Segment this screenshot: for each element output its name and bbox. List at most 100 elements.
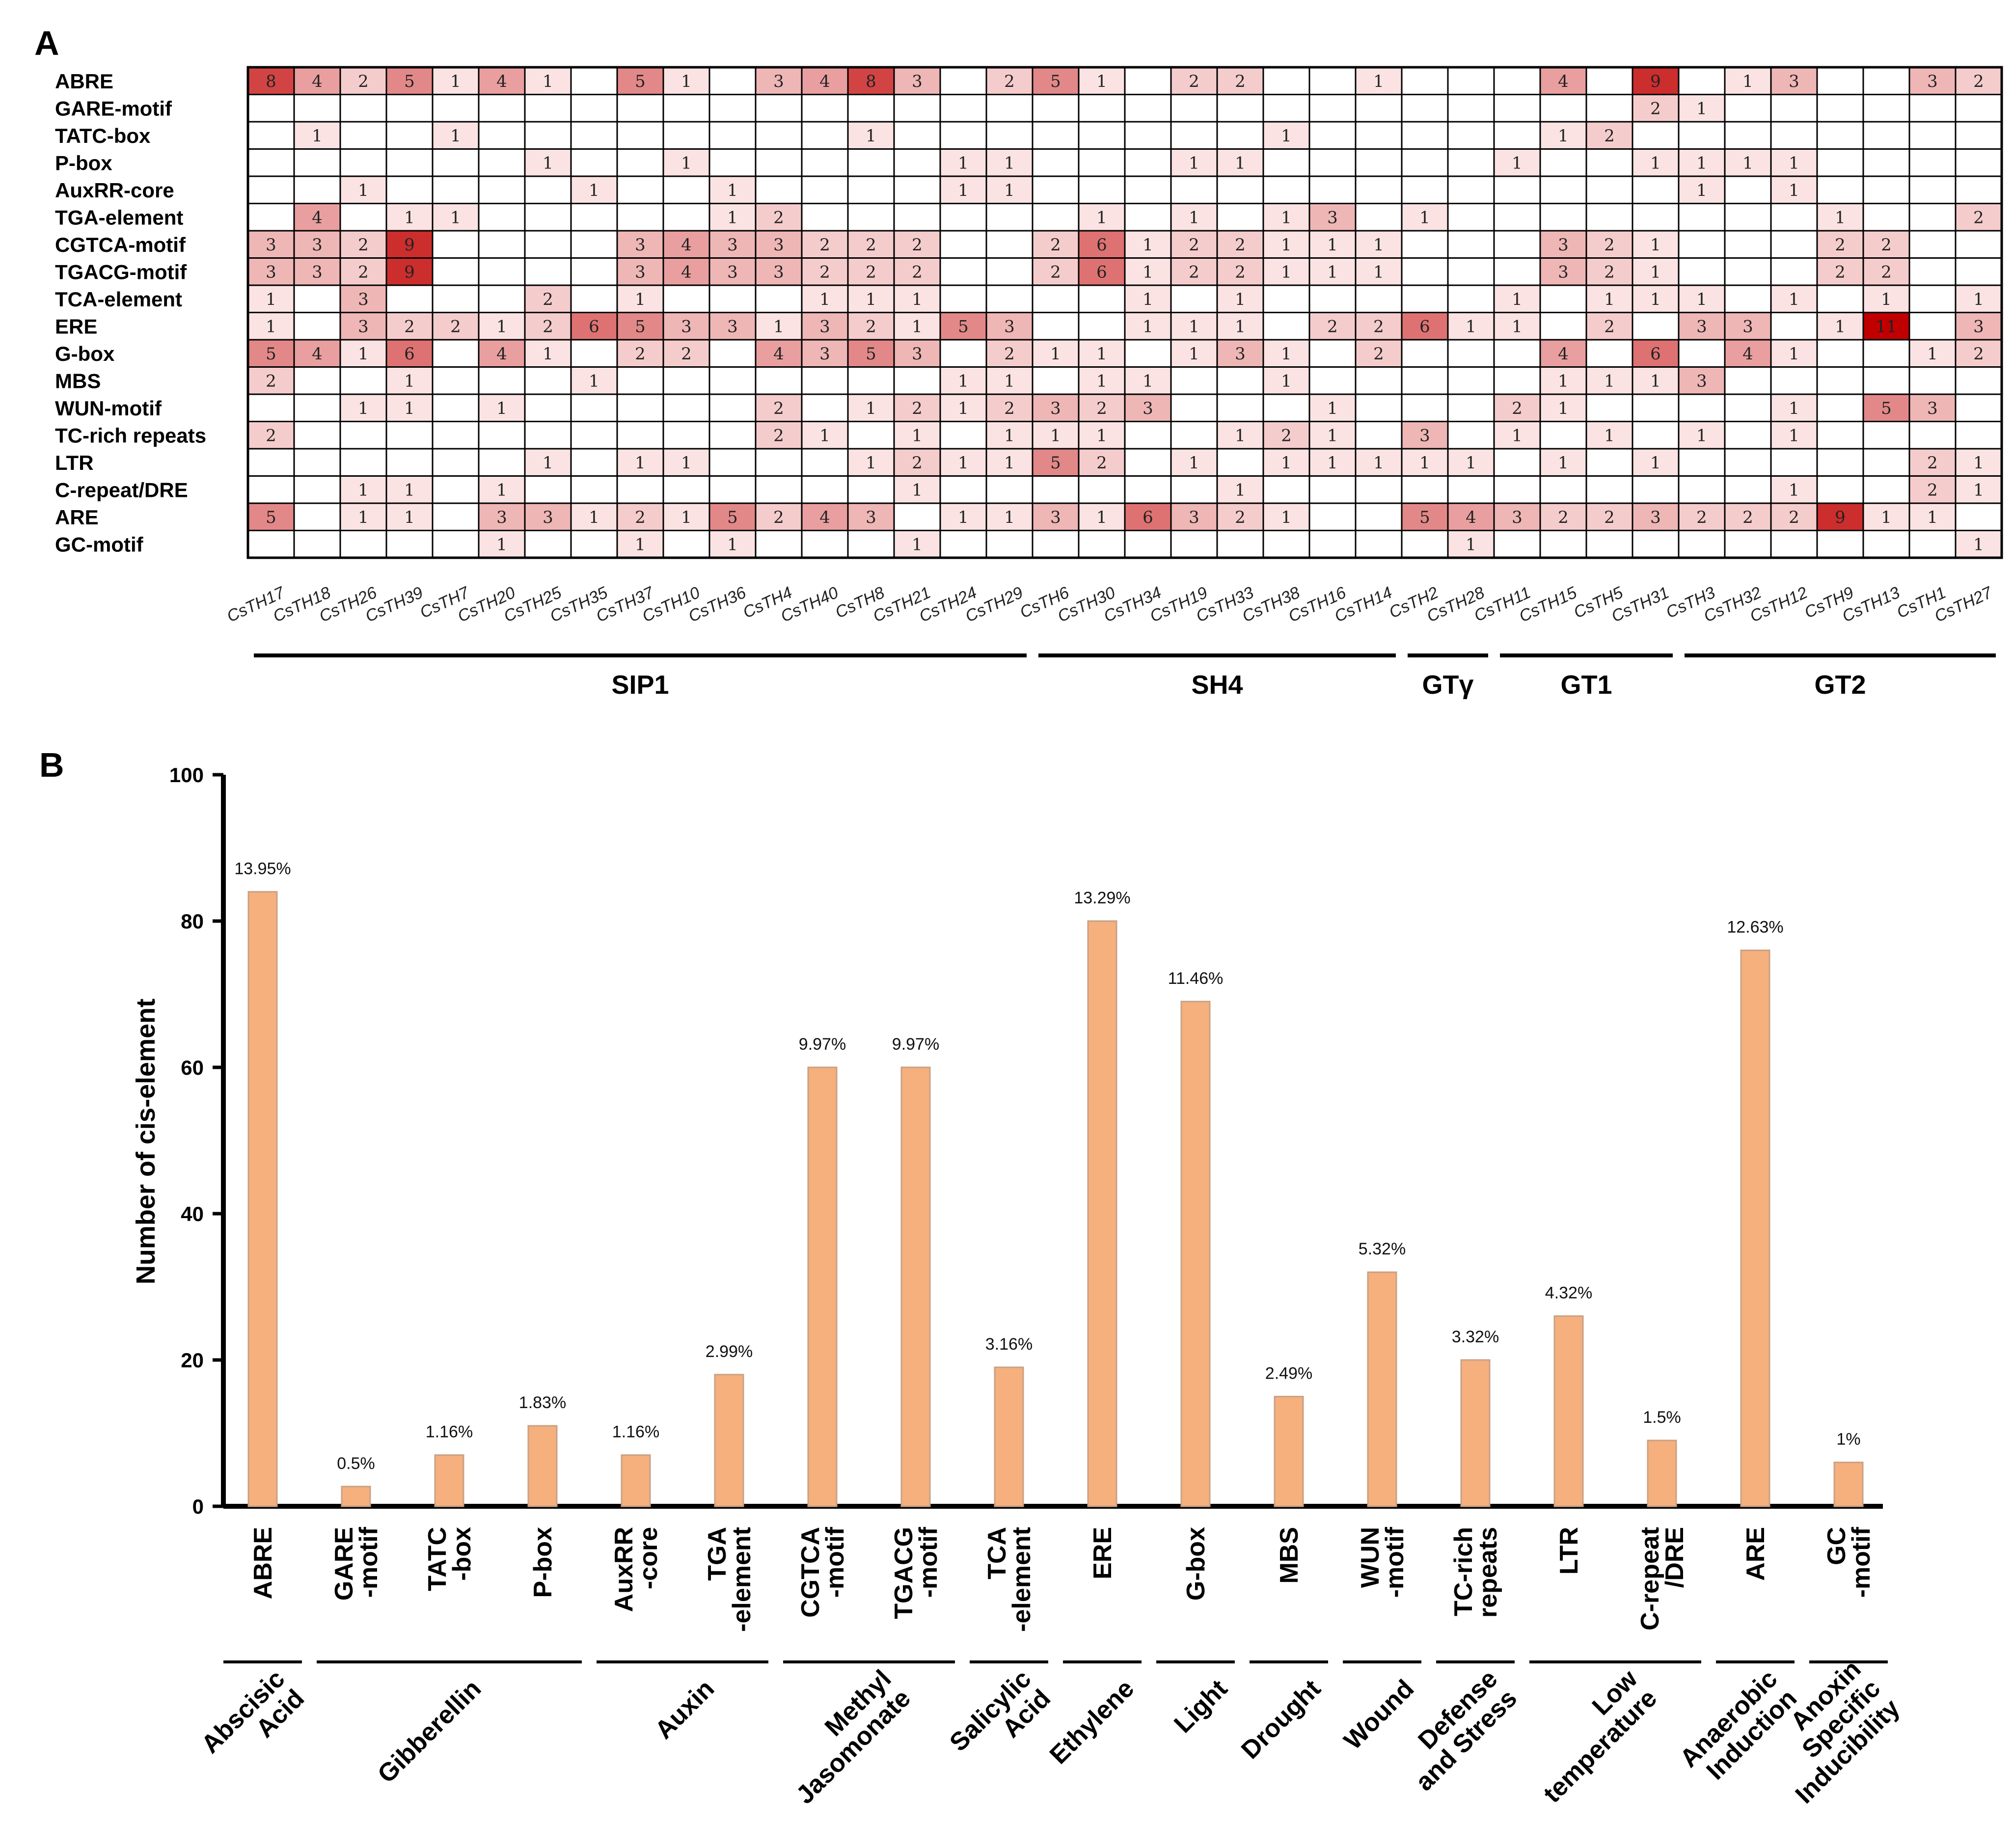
heatmap-cell-value: 4 [681, 262, 692, 282]
heatmap-cell [1724, 230, 1772, 259]
heatmap-cell [1539, 475, 1587, 504]
heatmap-cell [432, 393, 480, 422]
heatmap-cell [1078, 175, 1126, 204]
heatmap-cell [755, 530, 803, 559]
heatmap-cell-value: 1 [635, 290, 646, 309]
heatmap-cell [1955, 284, 2003, 313]
heatmap-cell-value: 1 [1235, 290, 1246, 309]
heatmap-cell [478, 393, 526, 422]
heatmap-row-label: ABRE [55, 70, 113, 93]
heatmap-cell-value: 3 [312, 235, 323, 255]
heatmap-cell [1770, 94, 1818, 123]
heatmap-cell [1724, 257, 1772, 286]
heatmap-cell-value: 2 [866, 235, 876, 255]
bar [807, 1066, 838, 1507]
bar [341, 1486, 371, 1507]
group-label: GTγ [1422, 670, 1473, 700]
heatmap-cell [570, 530, 618, 559]
heatmap-cell-value: 2 [773, 508, 784, 527]
heatmap-cell [1447, 66, 1495, 95]
category-label-line: GC [1823, 1527, 1851, 1565]
heatmap-cell-value: 2 [1050, 235, 1061, 255]
heatmap-cell-value: 2 [543, 317, 553, 336]
heatmap-cell-value: 3 [681, 317, 692, 336]
heatmap-cell-value: 1 [1096, 426, 1107, 445]
heatmap-cell [1632, 312, 1680, 341]
heatmap-cell [1401, 203, 1449, 232]
heatmap-cell [801, 393, 849, 422]
heatmap-cell [1770, 312, 1818, 341]
heatmap-cell-value: 3 [866, 508, 876, 527]
heatmap-cell-value: 1 [1235, 480, 1246, 500]
heatmap-cell [1724, 393, 1772, 422]
heatmap-cell [1724, 284, 1772, 313]
heatmap-cell-value: 2 [358, 72, 369, 91]
heatmap-cell [755, 366, 803, 395]
group-label: GT2 [1814, 670, 1866, 700]
heatmap-cell [755, 203, 803, 232]
heatmap-cell [293, 475, 341, 504]
heatmap-cell [1262, 530, 1310, 559]
heatmap-cell-value: 1 [589, 371, 599, 391]
heatmap-cell-value: 1 [681, 153, 692, 173]
heatmap-border [246, 66, 2003, 559]
category-label: ABRE [249, 1527, 277, 1599]
heatmap-cell [432, 94, 480, 123]
heatmap-cell [247, 94, 295, 123]
heatmap-cell [1216, 393, 1264, 422]
heatmap-cell [478, 94, 526, 123]
heatmap-cell [1032, 530, 1080, 559]
category-label: TGACG-motif [890, 1526, 943, 1619]
heatmap-cell [1678, 366, 1726, 395]
y-tick-label: 0 [192, 1495, 204, 1518]
heatmap-cell [893, 203, 941, 232]
heatmap-cell-value: 1 [358, 399, 369, 418]
heatmap-cell [1632, 393, 1680, 422]
heatmap-cell [385, 284, 434, 313]
heatmap-cell [1447, 475, 1495, 504]
heatmap-cell [1678, 393, 1726, 422]
heatmap-cell [939, 66, 987, 95]
heatmap-cell [570, 66, 618, 95]
heatmap-cell-value: 1 [1696, 181, 1707, 200]
heatmap-cell-value: 3 [312, 262, 323, 282]
heatmap-cell-value: 1 [958, 371, 969, 391]
heatmap-cell [1401, 175, 1449, 204]
heatmap-cell [1678, 530, 1726, 559]
class-label: Ethylene [1044, 1674, 1140, 1769]
heatmap-cell-value: 1 [958, 453, 969, 473]
heatmap-cell [801, 203, 849, 232]
heatmap-cell [662, 284, 710, 313]
heatmap-cell-value: 1 [866, 126, 876, 146]
heatmap-cell [1862, 475, 1910, 504]
heatmap-cell [1170, 230, 1218, 259]
heatmap-cell-value: 1 [1327, 399, 1338, 418]
category-label: LTR [1555, 1527, 1583, 1575]
heatmap-cell-value: 2 [773, 208, 784, 227]
heatmap-cell [1308, 421, 1357, 450]
heatmap-cell-value: 3 [266, 262, 276, 282]
heatmap-cell-value: 3 [1050, 508, 1061, 527]
heatmap-cell-value: 3 [1650, 508, 1661, 527]
heatmap-cell-value: 1 [1235, 317, 1246, 336]
bar-percent-label: 2.49% [1265, 1364, 1312, 1383]
heatmap-cell [1447, 339, 1495, 368]
heatmap-cell [1170, 448, 1218, 477]
heatmap-row-label: TATC-box [55, 124, 151, 147]
heatmap-cell [524, 175, 572, 204]
heatmap-cell [1493, 366, 1541, 395]
category-label-line: -motif [1381, 1526, 1409, 1598]
heatmap-cell [1724, 175, 1772, 204]
heatmap-cell [616, 175, 664, 204]
heatmap-cell-value: 6 [404, 344, 415, 364]
heatmap-cell [385, 475, 434, 504]
heatmap-cell-value: 1 [1835, 208, 1846, 227]
heatmap-cell-value: 2 [1096, 453, 1107, 473]
heatmap-cell [1032, 448, 1080, 477]
heatmap-cell [708, 148, 757, 177]
heatmap-cell-value: 1 [1143, 290, 1153, 309]
heatmap-cell [1955, 339, 2003, 368]
heatmap-cell [1908, 366, 1957, 395]
heatmap-cell-value: 1 [958, 508, 969, 527]
heatmap-cell [1678, 66, 1726, 95]
